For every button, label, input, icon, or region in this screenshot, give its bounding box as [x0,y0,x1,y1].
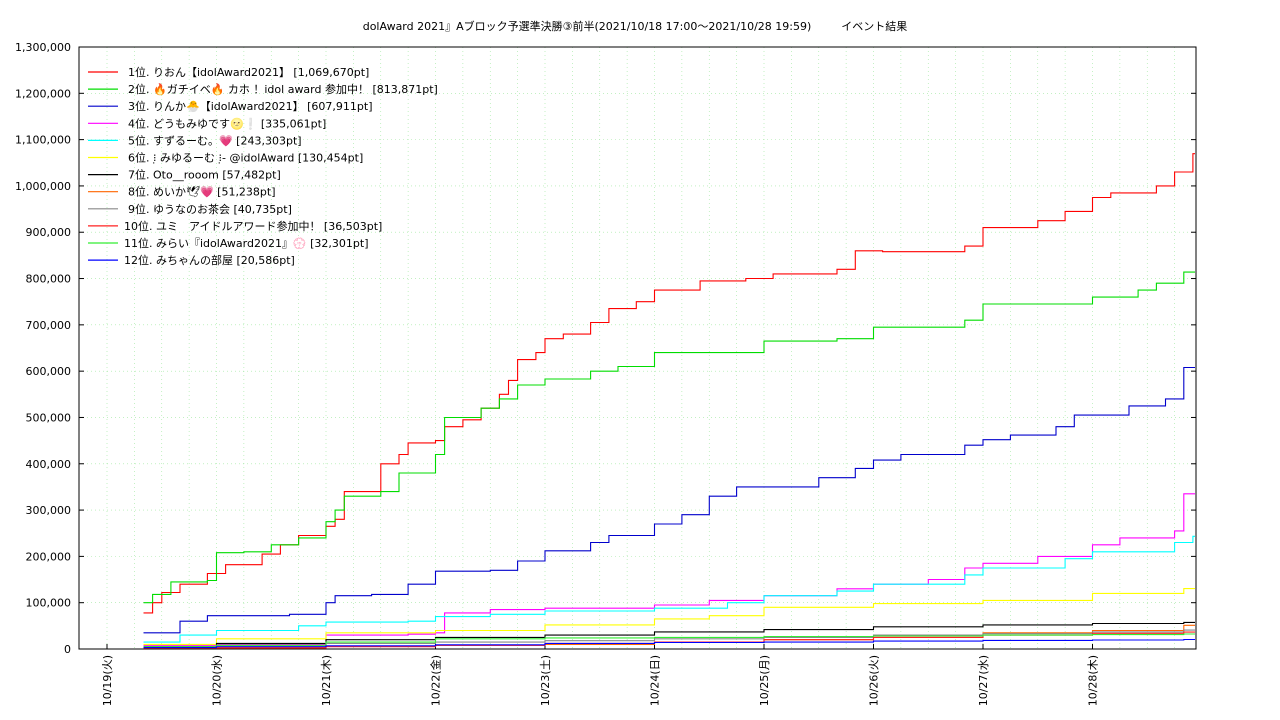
x-axis: 10/19(火) 10/20(水) 10/21(木) 10/22(金) 10/23(土)… [101,644,1100,706]
series-line-10 [143,631,1195,649]
y-tick-label: 900,000 [26,226,72,239]
legend-label: 8位. めいか🕊💗 [51,238pt] [128,185,276,199]
series-line-6 [143,588,1195,645]
y-tick-label: 0 [64,643,71,656]
series-lines [143,153,1195,649]
series-line-2 [143,271,1195,604]
x-tick-label: 10/21(木) [320,655,333,706]
series-line-11 [143,633,1195,648]
legend-label: 10位. ユミ アイドルアワード参加中！ [36,503pt] [124,219,382,233]
y-tick-label: 500,000 [26,411,72,424]
x-tick-label: 10/25(月) [758,655,771,706]
y-tick-label: 1,100,000 [15,134,71,147]
legend-label: 3位. りんか🐣【idolAward2021】 [607,911pt] [128,99,373,113]
legend-label: 1位. りおん【idolAward2021】 [1,069,670pt] [128,65,369,79]
y-tick-label: 1,000,000 [15,180,71,193]
x-tick-label: 10/22(金) [429,655,443,706]
legend-label: 4位. どうもみゆです🌝❕ [335,061pt] [128,116,326,130]
legend-label: 9位. ゆうなのお茶会 [40,735pt] [128,202,292,216]
x-tick-label: 10/27(水) [977,655,990,706]
y-axis: 0 100,000 200,000 300,000 400,000 500,000 600,… [15,41,1196,656]
x-tick-label: 10/23(土) [539,655,552,706]
x-tick-label: 10/28(木) [1087,655,1100,706]
y-tick-label: 400,000 [26,458,72,471]
plot-frame [78,46,1197,650]
legend-label: 12位. みちゃんの部屋 [20,586pt] [124,253,295,267]
legend-label: 6位. ⁝̣ みゆるーむ ⁝̣- @idolAward [130,454pt] [128,151,363,165]
x-tick-label: 10/19(火) [101,655,114,706]
y-tick-label: 300,000 [26,504,72,517]
series-line-4 [143,493,1195,646]
y-tick-label: 600,000 [26,365,72,378]
y-tick-label: 700,000 [26,319,72,332]
series-line-12 [143,638,1195,649]
x-tick-label: 10/26(火) [868,655,881,706]
x-tick-label: 10/24(日) [649,655,662,706]
legend-label: 2位. 🔥ガチイベ🔥 カホ ！idol award 参加中！ [813,871p… [128,82,438,96]
chart-title: dolAward 2021』Aブロック予選準決勝③前半(2021/10/18 1… [363,19,908,33]
y-tick-label: 200,000 [26,550,72,563]
legend-label: 11位. みらい『idolAward2021』💮 [32,301pt] [124,236,369,250]
y-tick-label: 800,000 [26,273,72,286]
legend-label: 7位. Oto__rooom [57,482pt] [128,168,281,182]
series-line-3 [143,366,1195,634]
x-tick-label: 10/20(水) [211,655,224,706]
legend: 1位. りおん【idolAward2021】 [1,069,670pt] 2位. … [88,65,438,267]
y-tick-label: 100,000 [26,597,72,610]
series-line-5 [143,535,1195,643]
y-tick-label: 1,300,000 [15,41,71,54]
legend-label: 5位. すずるーむ。💗 [243,303pt] [128,133,302,147]
y-tick-label: 1,200,000 [15,87,71,100]
